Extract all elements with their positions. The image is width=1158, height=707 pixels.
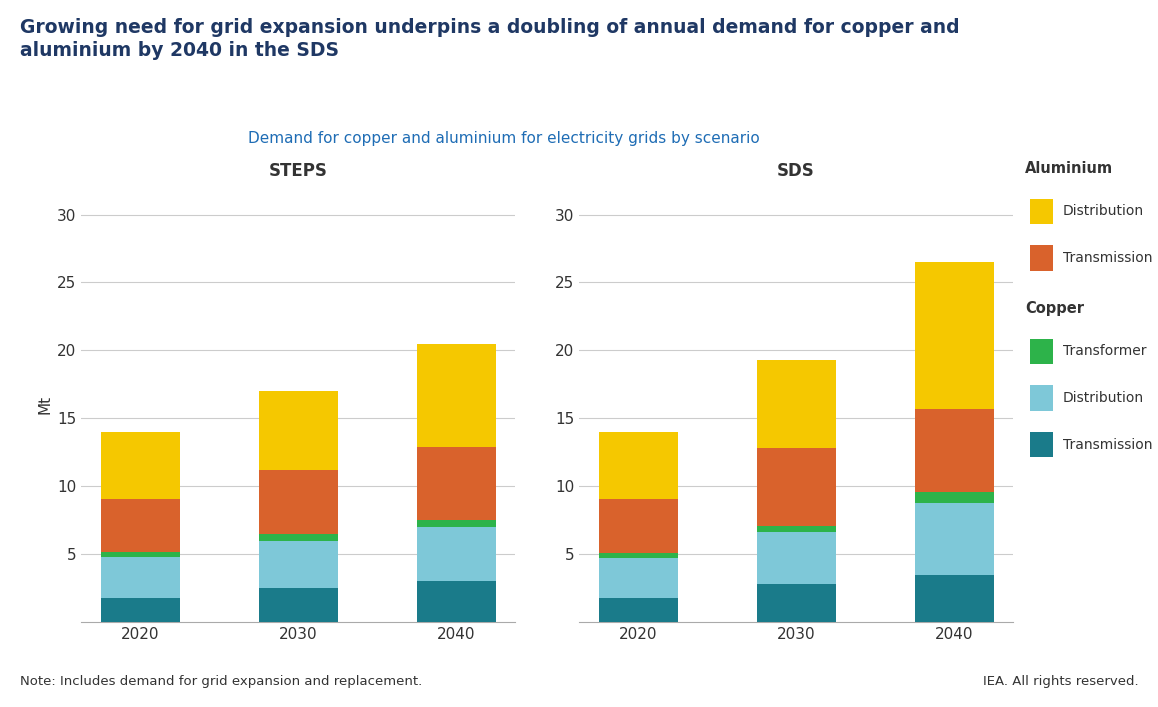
- Bar: [756, 526, 836, 532]
- Bar: [599, 597, 677, 622]
- Y-axis label: Mt: Mt: [38, 395, 52, 414]
- Bar: [258, 541, 338, 588]
- FancyBboxPatch shape: [1029, 385, 1053, 411]
- Bar: [915, 262, 994, 409]
- Bar: [101, 597, 179, 622]
- Bar: [417, 344, 496, 447]
- Text: Growing need for grid expansion underpins a doubling of annual demand for copper: Growing need for grid expansion underpin…: [20, 18, 959, 60]
- Bar: [915, 409, 994, 492]
- Bar: [101, 498, 179, 551]
- Bar: [915, 575, 994, 622]
- Bar: [417, 527, 496, 581]
- Bar: [915, 503, 994, 575]
- Bar: [417, 447, 496, 520]
- Title: SDS: SDS: [777, 162, 815, 180]
- Text: Distribution: Distribution: [1063, 204, 1144, 218]
- Text: Aluminium: Aluminium: [1025, 161, 1113, 176]
- Text: Transmission: Transmission: [1063, 251, 1152, 265]
- Bar: [599, 432, 677, 498]
- Bar: [756, 532, 836, 584]
- FancyBboxPatch shape: [1029, 432, 1053, 457]
- Title: STEPS: STEPS: [269, 162, 328, 180]
- Bar: [756, 584, 836, 622]
- Bar: [101, 551, 179, 557]
- Bar: [599, 553, 677, 559]
- Bar: [756, 448, 836, 526]
- Bar: [101, 432, 179, 498]
- Bar: [417, 581, 496, 622]
- Bar: [417, 520, 496, 527]
- Bar: [101, 557, 179, 597]
- Bar: [258, 470, 338, 534]
- Bar: [258, 588, 338, 622]
- FancyBboxPatch shape: [1029, 339, 1053, 364]
- Text: Distribution: Distribution: [1063, 391, 1144, 405]
- Bar: [258, 534, 338, 541]
- Bar: [915, 492, 994, 503]
- Bar: [258, 391, 338, 470]
- Text: Transmission: Transmission: [1063, 438, 1152, 452]
- FancyBboxPatch shape: [1029, 245, 1053, 271]
- Text: IEA. All rights reserved.: IEA. All rights reserved.: [983, 675, 1138, 688]
- Bar: [756, 360, 836, 448]
- Text: Note: Includes demand for grid expansion and replacement.: Note: Includes demand for grid expansion…: [20, 675, 422, 688]
- Text: Demand for copper and aluminium for electricity grids by scenario: Demand for copper and aluminium for elec…: [248, 131, 760, 146]
- Text: Copper: Copper: [1025, 301, 1084, 316]
- Text: Transformer: Transformer: [1063, 344, 1146, 358]
- FancyBboxPatch shape: [1029, 199, 1053, 224]
- Bar: [599, 498, 677, 553]
- Bar: [599, 559, 677, 597]
